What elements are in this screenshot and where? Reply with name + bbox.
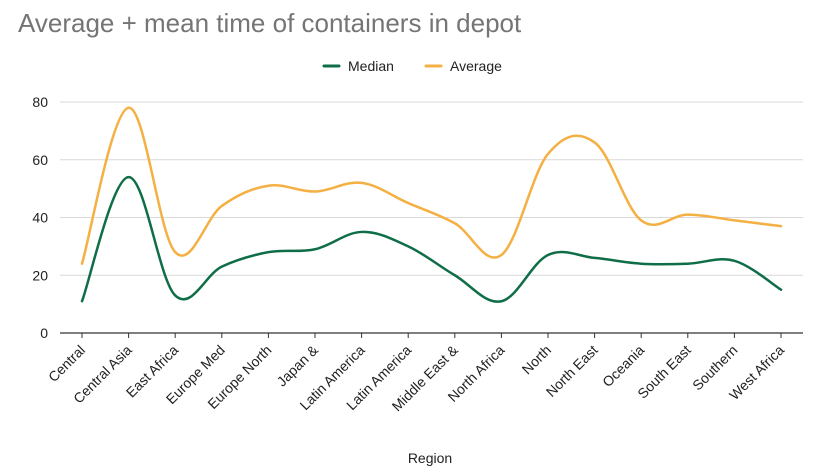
gridlines (60, 101, 803, 334)
legend: Median Average (322, 58, 502, 74)
y-axis-ticks: 0 20 40 60 80 (32, 94, 48, 341)
chart-title: Average + mean time of containers in dep… (18, 8, 522, 38)
x-axis-title: Region (408, 450, 452, 466)
y-tick-label: 20 (32, 267, 48, 283)
legend-label-average: Average (450, 58, 502, 74)
x-tick-label: Oceania (599, 342, 647, 390)
series-line-median (80, 175, 783, 303)
y-tick-label: 60 (32, 152, 48, 168)
series-lines (80, 106, 783, 303)
y-tick-label: 80 (32, 94, 48, 110)
series-line-average (80, 106, 783, 265)
y-tick-label: 40 (32, 210, 48, 226)
y-tick-label: 0 (40, 325, 48, 341)
x-tick-label: Japan & (273, 341, 321, 389)
x-tick-label: North (519, 342, 555, 378)
x-tick-label: Central (45, 342, 88, 385)
legend-label-median: Median (348, 58, 394, 74)
